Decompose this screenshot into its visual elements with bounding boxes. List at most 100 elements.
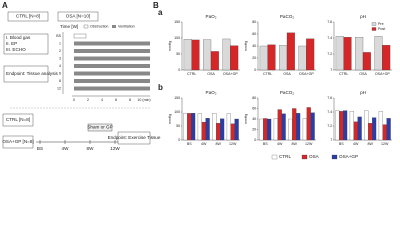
y-tick-label: 7.2 — [327, 124, 332, 128]
y-tick-label: 150 — [174, 96, 180, 100]
group-label: CTRL [N=8] — [16, 14, 40, 19]
legend-swatch — [271, 154, 278, 160]
legend-label: OSA — [309, 154, 320, 159]
ventilation-bar — [74, 56, 150, 61]
endpoint: Endpoint: Tissue analysis — [6, 71, 59, 76]
group-label: OSA [N=10] — [66, 14, 90, 19]
y-tick-label: 7 — [330, 138, 332, 142]
legend-swatch — [331, 154, 338, 160]
chart-title: PaO₂ — [206, 90, 217, 95]
timeline-label: 8W — [87, 146, 95, 151]
step-box — [3, 33, 49, 55]
row-label: 3 — [59, 56, 61, 60]
legend-swatch — [112, 25, 116, 28]
bar — [310, 112, 315, 141]
bar — [364, 110, 369, 141]
bar — [234, 118, 239, 141]
y-tick-label: 0 — [178, 138, 180, 142]
bar — [226, 113, 231, 141]
bar — [292, 108, 297, 141]
bar — [279, 45, 288, 71]
bar — [210, 51, 219, 71]
bar — [267, 44, 276, 71]
legend-swatch — [301, 154, 308, 160]
y-tick-label: 7.2 — [327, 52, 332, 56]
x-tick-label: OSA — [283, 72, 291, 76]
bar — [201, 121, 206, 141]
y-tick-label: 40 — [252, 117, 256, 121]
x-tick-label: CTRL — [187, 72, 196, 76]
bar — [281, 113, 286, 141]
obstruction-bar — [73, 33, 87, 39]
chart-title: PaO₂ — [206, 14, 217, 19]
bar — [263, 118, 268, 141]
x-tick-label: 8W — [368, 142, 374, 146]
bar — [298, 45, 307, 71]
row-label: BS — [56, 34, 61, 38]
step: I. Blood gas — [6, 35, 31, 40]
x-tick-label: 12W — [305, 142, 313, 146]
group-box — [57, 11, 99, 22]
ventilation-bar — [74, 86, 150, 91]
x-tick-label: CTRL — [263, 72, 272, 76]
legend-swatch — [83, 24, 89, 29]
bar — [183, 39, 192, 71]
y-tick-label: 80 — [252, 20, 256, 24]
bar — [349, 111, 354, 141]
bar — [362, 52, 371, 71]
endpoint-box — [117, 131, 151, 145]
bar — [335, 36, 344, 71]
time-label: Time [W] — [60, 24, 78, 29]
bar — [191, 112, 196, 141]
x-tick-label: 4W — [353, 142, 359, 146]
y-tick-label: 7 — [330, 68, 332, 72]
bar — [343, 110, 348, 141]
y-tick-label: 20 — [252, 56, 256, 60]
y-tick-label: 7.6 — [327, 20, 332, 24]
bar — [259, 118, 264, 141]
bar — [216, 123, 221, 141]
x-tick-label: BS — [263, 142, 268, 146]
y-tick-label: 20 — [252, 127, 256, 131]
ventilation-bar — [74, 71, 150, 76]
x-tick-label: 4W — [277, 142, 283, 146]
ventilation-bar — [74, 49, 150, 53]
minute-label: 8 — [129, 98, 131, 102]
y-axis-label: mmHg — [168, 41, 172, 52]
ventilation-bar — [74, 64, 150, 68]
x-tick-label: BS — [339, 142, 344, 146]
legend-label: Ventilation — [118, 24, 135, 28]
minute-label: 10 (min) — [137, 98, 150, 102]
row-label: 1 — [59, 41, 61, 45]
minute-label: 2 — [87, 98, 89, 102]
bar — [372, 117, 377, 141]
y-tick-label: 7.6 — [327, 96, 332, 100]
chart-title: pH — [360, 90, 366, 95]
ventilation-bar — [74, 41, 150, 46]
panel-label: A — [2, 1, 8, 10]
y-axis-label: mmHg — [168, 114, 172, 125]
y-tick-label: 0 — [178, 68, 180, 72]
bar — [212, 112, 217, 141]
y-axis-label: mmHg — [244, 114, 248, 125]
bar — [302, 118, 307, 141]
legend-swatch — [371, 22, 377, 26]
y-tick-label: 80 — [252, 96, 256, 100]
bar — [306, 38, 315, 71]
bar — [197, 113, 202, 141]
bar — [296, 113, 301, 141]
y-tick-label: 50 — [176, 52, 180, 56]
bar — [187, 113, 192, 141]
treatment: Sham or GP — [87, 125, 112, 130]
endpoint-box — [3, 65, 49, 83]
bar — [203, 39, 212, 71]
row-label: 4 — [59, 64, 61, 68]
timeline-label: 12W — [110, 146, 120, 151]
legend-label: OSA+GP — [339, 154, 358, 159]
ventilation-bar — [74, 79, 150, 83]
row-label: 2 — [59, 49, 61, 53]
y-tick-label: 40 — [252, 44, 256, 48]
row-label: 12 — [57, 86, 61, 90]
group-label: OSA+GP [N=8] — [2, 139, 33, 144]
x-tick-label: 8W — [292, 142, 298, 146]
